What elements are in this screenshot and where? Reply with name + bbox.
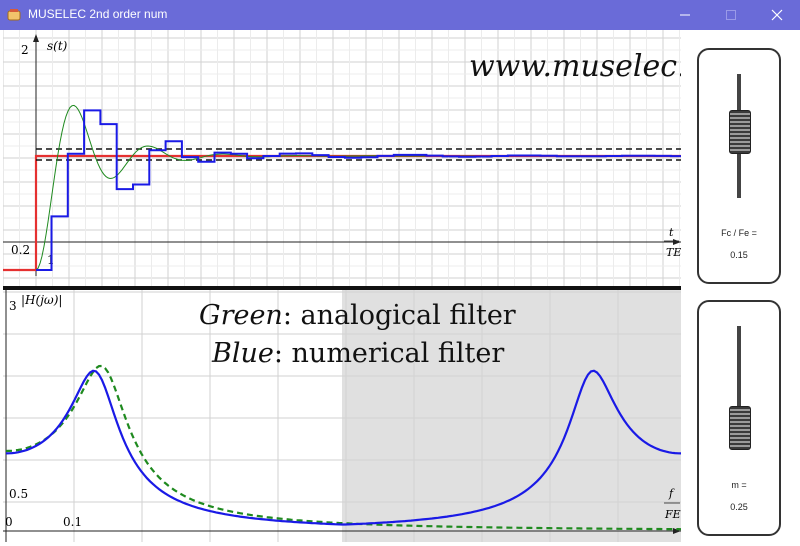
y-axis-arrow-icon <box>33 34 39 42</box>
tick-y-top: 3 <box>9 299 17 313</box>
x-axis-label-bottom: TE <box>666 246 681 259</box>
controls-panel: Fc / Fe = 0.15 m = 0.25 <box>684 30 800 546</box>
close-button[interactable] <box>754 0 800 30</box>
minimize-icon <box>680 14 690 16</box>
numerical-frequency-curve <box>5 369 681 526</box>
x-axis-label-top: f <box>668 487 675 500</box>
m-label: m = <box>731 480 747 490</box>
window-title: MUSELEC 2nd order num <box>28 7 168 21</box>
m-value: 0.25 <box>730 502 748 512</box>
tick-x-0: 0 <box>5 515 13 529</box>
fc-fe-label: Fc / Fe = <box>721 228 757 238</box>
tick-y-top: 2 <box>21 43 29 57</box>
analog-frequency-curve <box>5 364 681 531</box>
fc-fe-slider-card: Fc / Fe = 0.15 <box>697 48 781 284</box>
plot-divider <box>3 286 681 290</box>
tick-y-bottom: 0.2 <box>11 243 30 257</box>
minimize-button[interactable] <box>662 0 708 30</box>
numerical-step-curve <box>36 109 681 271</box>
m-slider-card: m = 0.25 <box>697 300 781 536</box>
m-slider-thumb[interactable] <box>729 406 751 450</box>
caption-line-2: Blue: numerical filter <box>211 338 504 369</box>
y-axis-label: |H(jω)| <box>21 293 62 307</box>
tick-y-bottom: 0.5 <box>9 487 28 501</box>
close-icon <box>771 9 783 21</box>
fc-fe-value: 0.15 <box>730 250 748 260</box>
x-axis-arrow-icon <box>673 239 681 245</box>
title-bar: MUSELEC 2nd order num <box>0 0 800 30</box>
caption-line-1: Green: analogical filter <box>199 300 516 331</box>
x-axis-label-bottom: FE <box>664 508 681 521</box>
x-axis-label-top: t <box>669 226 674 239</box>
caption-blue-word: Blue <box>211 338 274 369</box>
fc-fe-slider-thumb[interactable] <box>729 110 751 154</box>
maximize-icon <box>726 10 736 20</box>
y-axis-label: s(t) <box>47 39 68 53</box>
app-icon <box>7 9 21 21</box>
maximize-button[interactable] <box>708 0 754 30</box>
x-axis-arrow-icon <box>673 528 681 534</box>
tick-x-1: 0.1 <box>63 515 82 529</box>
caption-line-1-rest: : analogical filter <box>283 300 516 331</box>
step-response-plot[interactable]: 2 0.2 1 s(t) t TE www.muselec.fr <box>3 30 681 286</box>
watermark: www.muselec.fr <box>469 49 681 84</box>
frequency-response-plot[interactable]: 3 |H(jω)| 0.5 0 0.1 f FE Green: analogic… <box>3 290 681 542</box>
caption-green-word: Green <box>199 300 283 331</box>
caption-line-2-rest: : numerical filter <box>274 338 504 369</box>
m-slider-track[interactable] <box>737 326 741 450</box>
